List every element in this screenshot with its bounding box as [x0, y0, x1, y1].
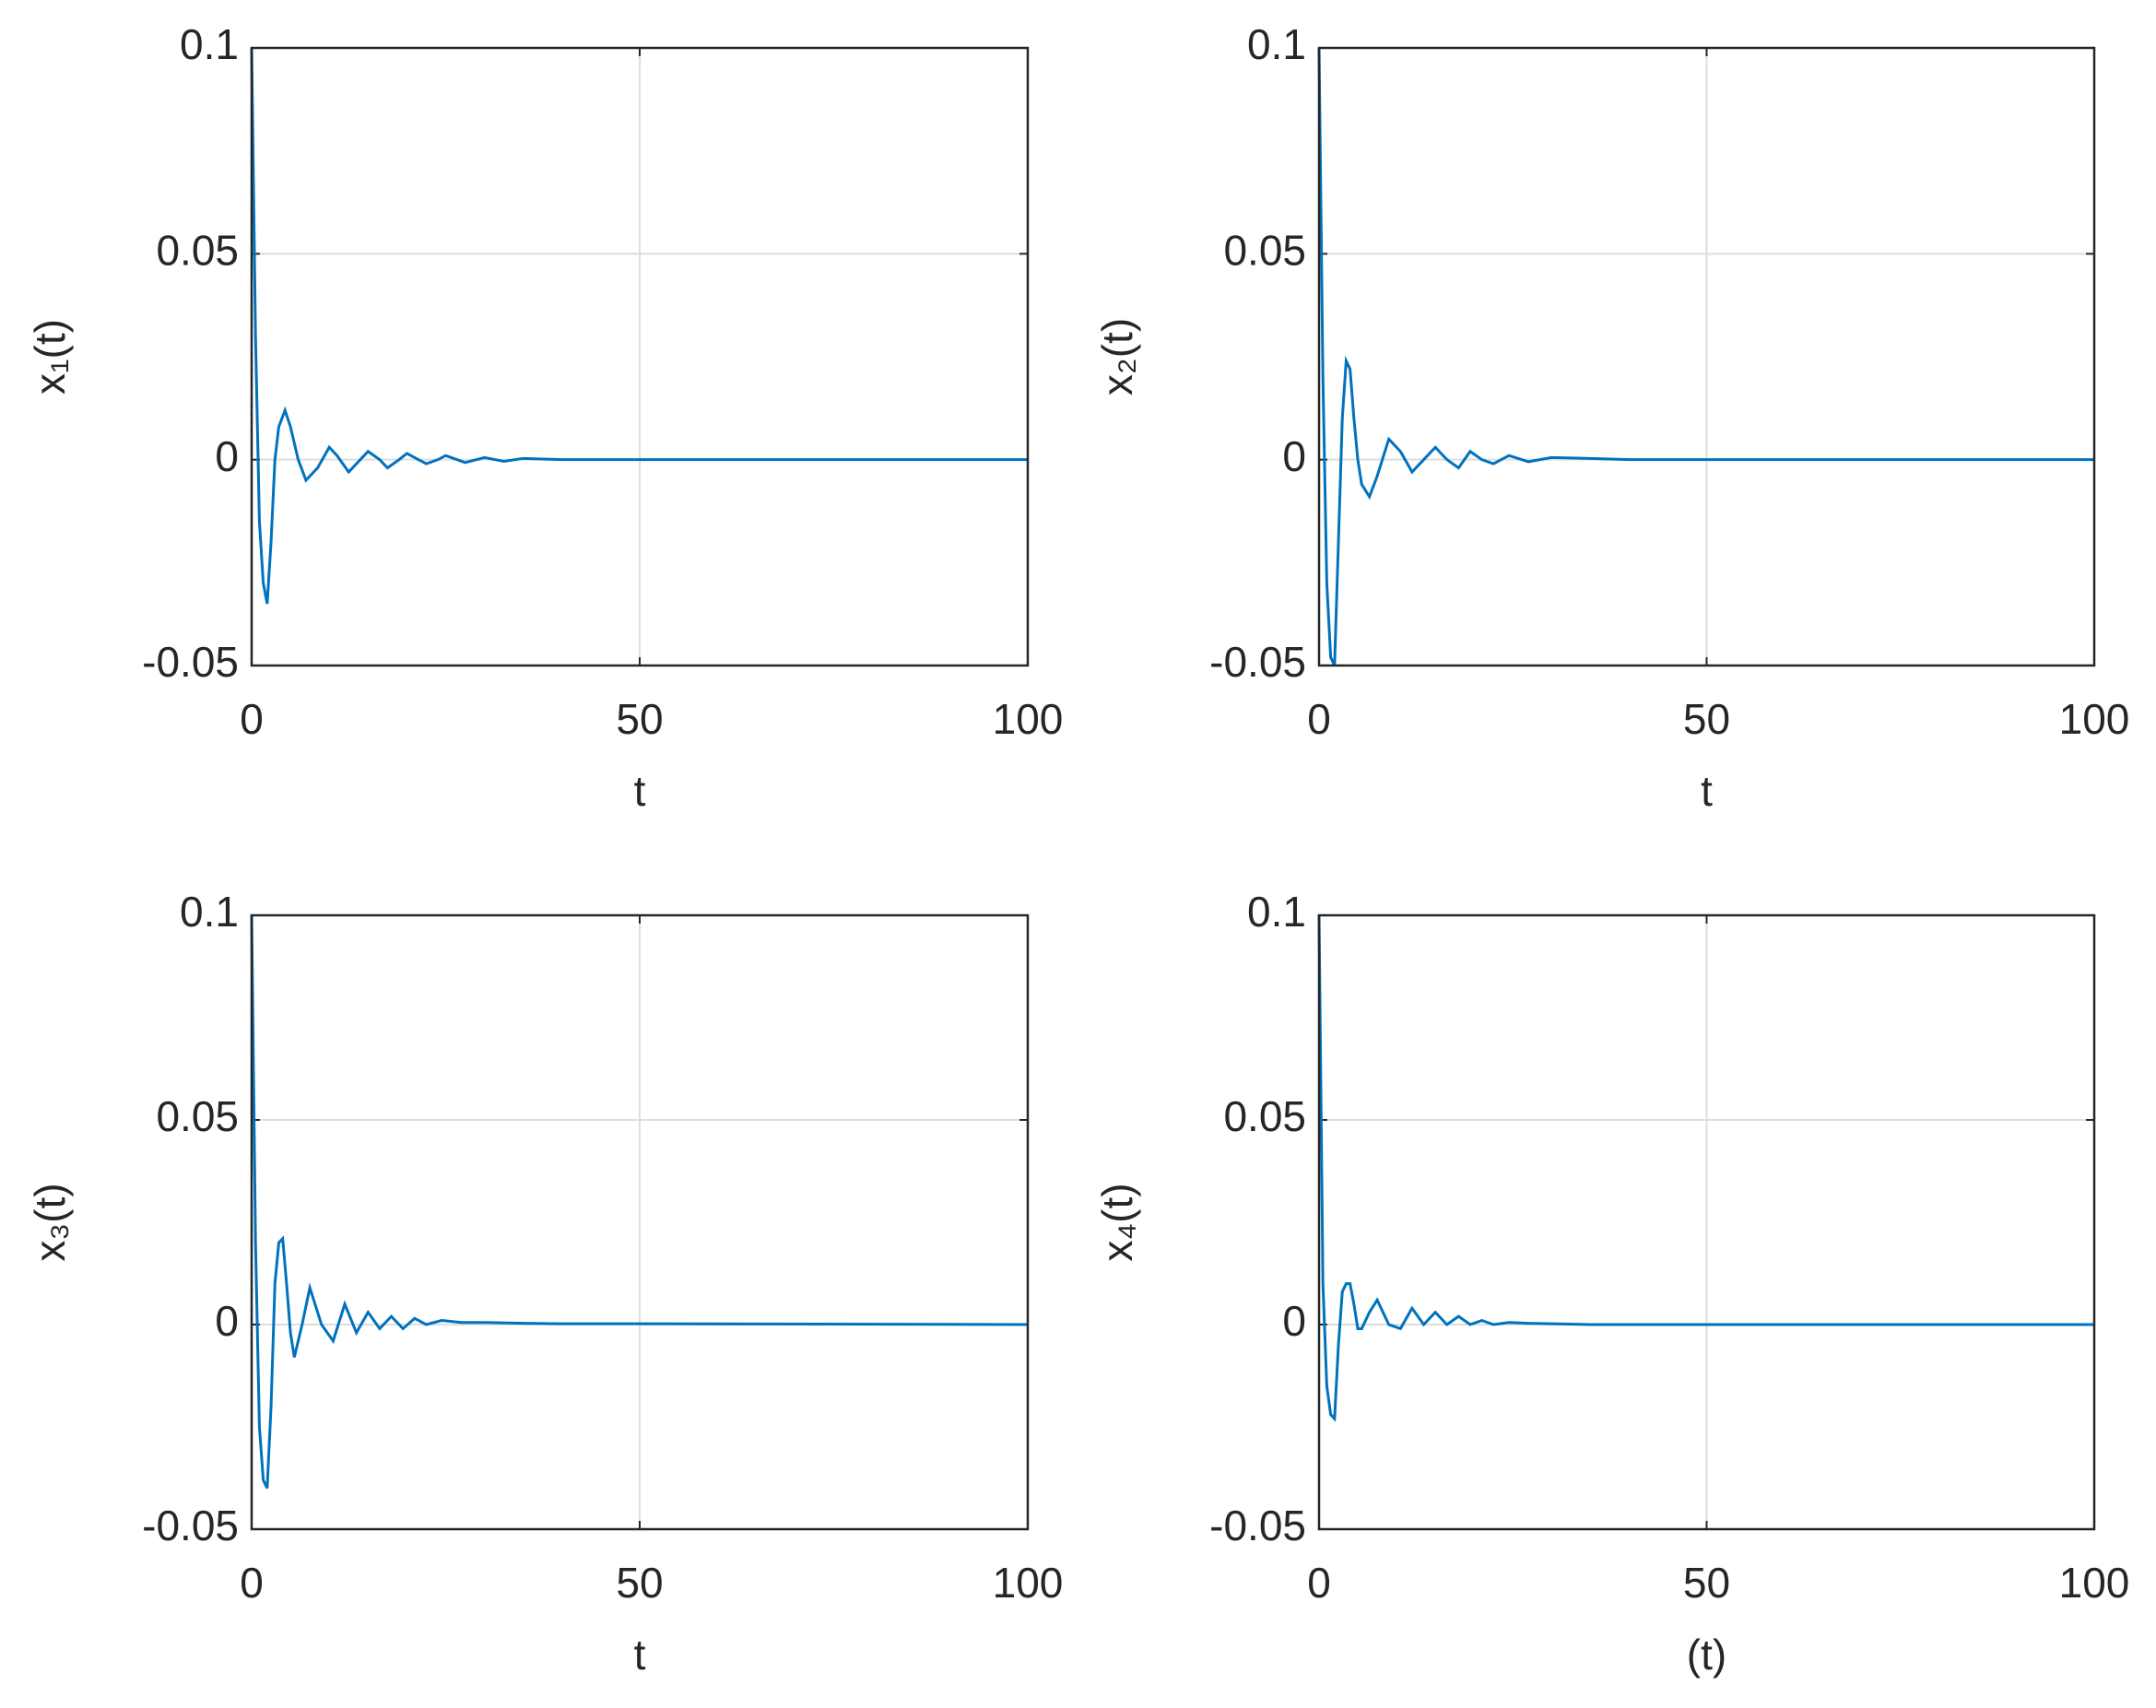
- data-line: [1317, 914, 2094, 1422]
- x-tick-label: 100: [2059, 1559, 2130, 1607]
- data-line: [250, 47, 1028, 605]
- x-tick-label: 0: [1307, 695, 1331, 743]
- axes-box: [1317, 913, 2096, 1531]
- x-tick-label: 0: [240, 1559, 264, 1607]
- y-tick-label: 0.05: [156, 226, 239, 274]
- x-tick-label: 0: [1307, 1559, 1331, 1607]
- y-tick-label: 0.05: [1223, 1092, 1306, 1140]
- x-tick-label: 50: [1683, 1559, 1730, 1607]
- x-tick-label: 100: [993, 1559, 1064, 1607]
- x-tick-label: 50: [616, 1559, 663, 1607]
- x-axis-label: t: [634, 767, 646, 815]
- y-tick-label: 0: [1282, 1297, 1306, 1345]
- y-axis-label: x₄(t): [1093, 1183, 1141, 1261]
- axes-box: [1317, 46, 2096, 667]
- y-tick-label: 0.05: [1223, 226, 1306, 274]
- y-tick-label: 0: [1282, 432, 1306, 480]
- data-line: [250, 914, 1029, 1490]
- y-tick-label: 0: [215, 432, 239, 480]
- x-tick-label: 50: [1683, 695, 1730, 743]
- axes-box: [250, 913, 1030, 1531]
- x-axis-label: (t): [1687, 1631, 1726, 1679]
- y-tick-label: -0.05: [1209, 638, 1306, 686]
- x-tick-label: 0: [240, 695, 264, 743]
- axes-box: [250, 46, 1030, 667]
- y-tick-label: 0.1: [1247, 20, 1306, 68]
- y-tick-label: -0.05: [1209, 1502, 1306, 1549]
- data-line: [1317, 47, 2094, 666]
- y-tick-label: 0.05: [156, 1092, 239, 1140]
- y-tick-label: -0.05: [142, 1502, 239, 1549]
- x-tick-label: 100: [2059, 695, 2130, 743]
- y-tick-label: 0.1: [180, 20, 239, 68]
- x-axis-label: t: [634, 1631, 646, 1679]
- x-tick-label: 100: [993, 695, 1064, 743]
- y-axis-label: x₂(t): [1093, 318, 1141, 395]
- y-axis-label: x₃(t): [26, 1183, 74, 1261]
- y-tick-label: -0.05: [142, 638, 239, 686]
- y-tick-label: 0.1: [180, 888, 239, 936]
- x-tick-label: 50: [616, 695, 663, 743]
- y-tick-label: 0: [215, 1297, 239, 1345]
- y-tick-label: 0.1: [1247, 888, 1306, 936]
- y-axis-label: x₁(t): [26, 319, 74, 395]
- x-axis-label: t: [1701, 767, 1713, 815]
